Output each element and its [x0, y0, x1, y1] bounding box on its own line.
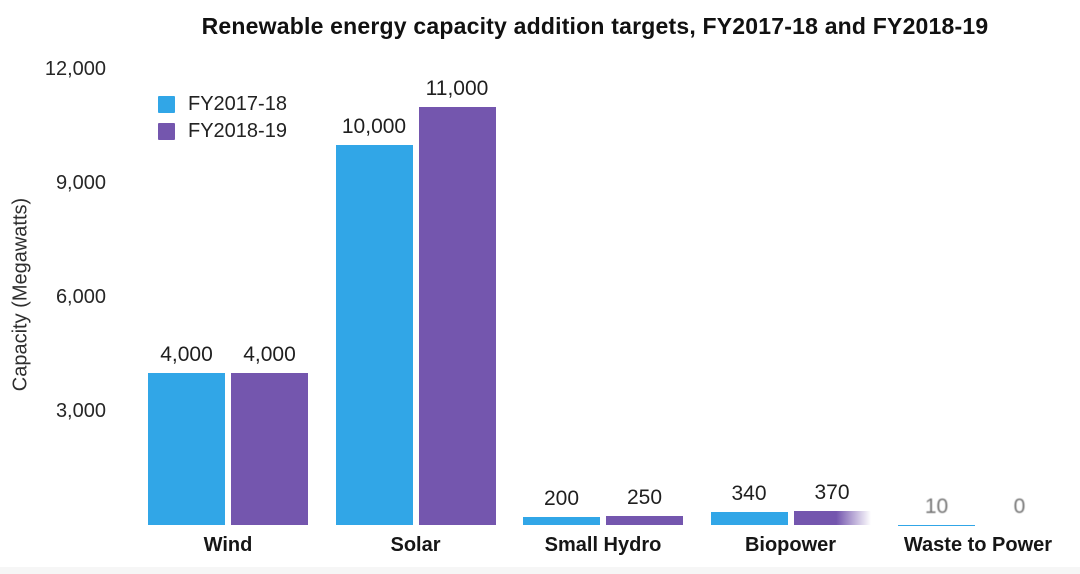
- bottom-divider: [0, 567, 1080, 574]
- y-tick-label: 3,000: [55, 400, 106, 422]
- bar-value-label: 4,000: [243, 343, 296, 366]
- y-tick-label: 6,000: [55, 286, 106, 308]
- bar-FY2018-19-Biopower: [793, 510, 871, 525]
- bar-FY2018-19-Small Hydro: [606, 515, 683, 525]
- bar-value-label: 370: [814, 480, 850, 504]
- bar-value-label: 4,000: [160, 343, 213, 366]
- bar-FY2017-18-Solar: [335, 145, 413, 525]
- legend-item: FY2017-18: [158, 92, 287, 115]
- x-tick-label-biopower: Biopower: [744, 534, 837, 556]
- x-tick-label-small-hydro: Small Hydro: [544, 534, 662, 556]
- bar-FY2017-18-Wind: [148, 373, 225, 525]
- legend-item: FY2018-19: [158, 119, 287, 142]
- x-tick-label-solar: Solar: [390, 534, 441, 556]
- bar-value-label: 200: [543, 487, 580, 511]
- y-tick-label: 9,000: [55, 172, 106, 194]
- bar-FY2018-19-Solar: [418, 107, 496, 525]
- bar-FY2017-18-Small Hydro: [523, 517, 600, 525]
- legend: FY2017-18 FY2018-19: [158, 92, 287, 148]
- bar-value-label: 250: [626, 485, 663, 509]
- legend-label: FY2018-19: [188, 119, 287, 142]
- legend-swatch-icon: [158, 122, 175, 140]
- bar-value-label: 0: [1013, 495, 1026, 518]
- chart-title: Renewable energy capacity addition targe…: [201, 13, 989, 39]
- legend-swatch-icon: [158, 95, 175, 113]
- x-tick-label-waste-to-power: Waste to Power: [903, 534, 1053, 556]
- bar-FY2017-18-Biopower: [710, 512, 788, 525]
- legend-label: FY2017-18: [188, 92, 287, 115]
- bar-value-label: 10: [924, 494, 949, 518]
- bar-FY2018-19-Wind: [231, 373, 308, 525]
- bar-value-label: 11,000: [425, 77, 489, 100]
- bar-value-label: 10,000: [341, 115, 407, 138]
- plot-area: 4,000 4,000 10,000 11,000 200 250 340 370 10 0: [0, 69, 1080, 525]
- x-tick-label-wind: Wind: [203, 534, 253, 556]
- bar-value-label: 340: [731, 482, 767, 506]
- y-tick-label: 12,000: [44, 58, 106, 80]
